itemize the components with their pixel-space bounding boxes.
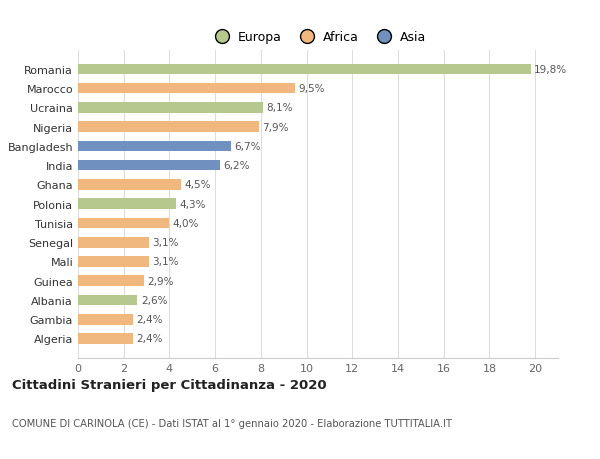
Text: Cittadini Stranieri per Cittadinanza - 2020: Cittadini Stranieri per Cittadinanza - 2… [12,379,326,392]
Text: 9,5%: 9,5% [299,84,325,94]
Bar [78,141,231,152]
Bar [78,295,137,306]
Text: 4,3%: 4,3% [180,199,206,209]
Text: 2,4%: 2,4% [136,334,163,344]
Bar [78,334,133,344]
Bar [78,180,181,190]
Bar [78,257,149,267]
Bar [78,103,263,113]
Text: COMUNE DI CARINOLA (CE) - Dati ISTAT al 1° gennaio 2020 - Elaborazione TUTTITALI: COMUNE DI CARINOLA (CE) - Dati ISTAT al … [12,418,452,428]
Text: 6,2%: 6,2% [223,161,250,171]
Bar [78,161,220,171]
Text: 2,9%: 2,9% [148,276,174,286]
Bar [78,199,176,210]
Text: 3,1%: 3,1% [152,238,179,248]
Text: 8,1%: 8,1% [266,103,293,113]
Text: 2,6%: 2,6% [141,295,167,305]
Bar [78,314,133,325]
Text: 3,1%: 3,1% [152,257,179,267]
Bar [78,64,530,75]
Text: 19,8%: 19,8% [534,65,567,75]
Text: 6,7%: 6,7% [235,142,261,151]
Text: 2,4%: 2,4% [136,314,163,325]
Bar [78,276,144,286]
Text: 4,5%: 4,5% [184,180,211,190]
Legend: Europa, Africa, Asia: Europa, Africa, Asia [205,26,431,49]
Bar [78,122,259,133]
Text: 4,0%: 4,0% [173,218,199,229]
Text: 7,9%: 7,9% [262,123,289,132]
Bar [78,218,169,229]
Bar [78,84,295,94]
Bar [78,237,149,248]
